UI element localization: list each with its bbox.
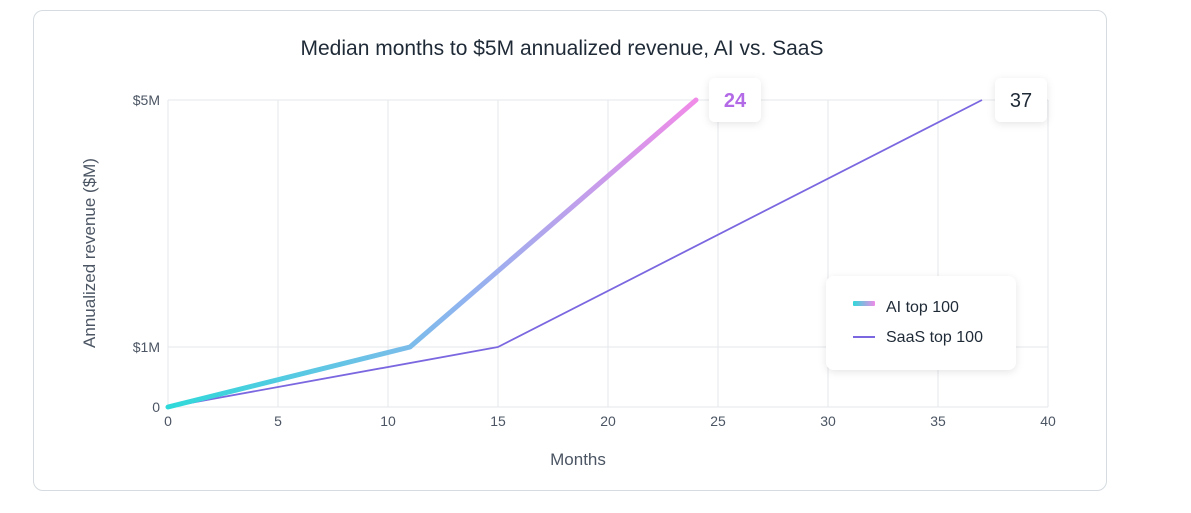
y-axis-label: Annualized revenue ($M): [80, 158, 99, 348]
series-lines: [165, 97, 983, 410]
end-label-saas-box: [995, 78, 1047, 122]
end-label-ai: 24: [709, 78, 761, 122]
x-axis-label: Months: [550, 450, 606, 469]
series-line-saas: [167, 99, 983, 408]
end-label-badges: 24 37: [709, 78, 1047, 122]
legend: AI top 100 SaaS top 100: [826, 276, 1016, 370]
x-tick-label: 0: [164, 413, 172, 429]
y-tick-label: $5M: [133, 92, 160, 108]
y-tick-label: $1M: [133, 339, 160, 355]
end-label-ai-text: 24: [724, 90, 747, 112]
x-tick-label: 20: [600, 413, 616, 429]
legend-label-ai: AI top 100: [886, 299, 959, 316]
end-label-ai-box: [709, 78, 761, 122]
x-tick-label: 30: [820, 413, 836, 429]
x-tick-label: 40: [1040, 413, 1056, 429]
x-tick-label: 15: [490, 413, 506, 429]
chart-title: Median months to $5M annualized revenue,…: [301, 37, 824, 60]
legend-swatch-ai: [853, 301, 875, 306]
x-tick-label: 10: [380, 413, 396, 429]
y-tick-label: 0: [152, 399, 160, 415]
legend-label-saas: SaaS top 100: [886, 329, 983, 346]
x-tick-label: 5: [274, 413, 282, 429]
y-tick-labels: 0 $1M $5M: [133, 92, 160, 415]
chart-card: [33, 10, 1107, 491]
x-tick-label: 35: [930, 413, 946, 429]
legend-box: [826, 276, 1016, 370]
x-tick-labels: 0 5 10 15 20 25 30 35 40: [164, 413, 1056, 429]
x-tick-label: 25: [710, 413, 726, 429]
end-label-saas-text: 37: [1010, 90, 1032, 112]
series-line-ai: [165, 97, 699, 410]
end-label-saas: 37: [995, 78, 1047, 122]
